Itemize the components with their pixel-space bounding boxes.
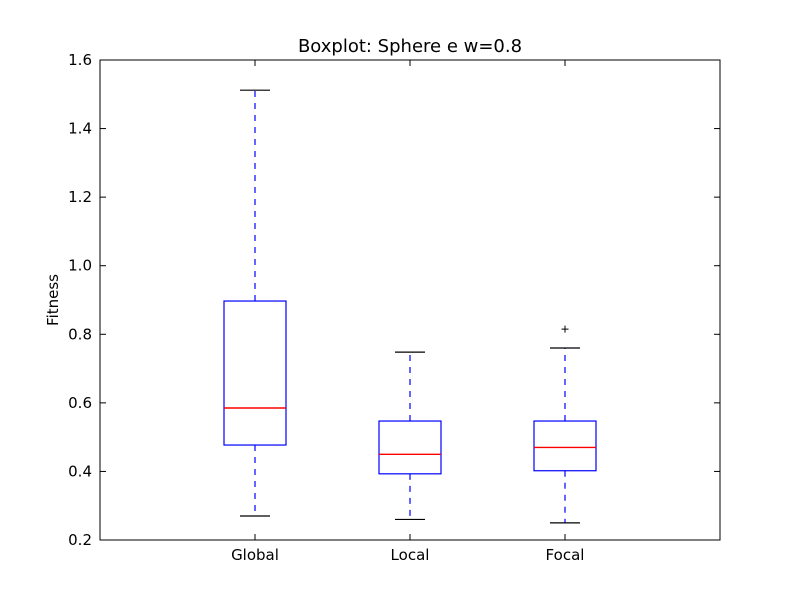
- y-tick-label: 1.6: [68, 51, 92, 69]
- plot-frame: [99, 59, 721, 541]
- y-axis-label: Fitness: [44, 274, 62, 326]
- y-tick-label: 1.4: [68, 120, 92, 138]
- y-tick-label: 1.0: [68, 257, 92, 275]
- box-global: [223, 300, 287, 446]
- outlier-point: [561, 325, 569, 333]
- chart-title: Boxplot: Sphere e w=0.8: [298, 36, 522, 57]
- y-tick-label: 0.6: [68, 394, 92, 412]
- y-tick-label: 1.2: [68, 188, 92, 206]
- x-tick-label: Global: [231, 546, 279, 564]
- x-tick-label: Focal: [546, 546, 585, 564]
- box-focal: [533, 420, 597, 472]
- y-tick-label: 0.2: [68, 531, 92, 549]
- plot-area: 0.2 0.4 0.6 0.8 1.0 1.2 1.4 1.6 Global Local Focal: [68, 51, 721, 564]
- box-local: [378, 420, 442, 475]
- x-tick-label: Local: [391, 546, 430, 564]
- y-tick-label: 0.8: [68, 325, 92, 343]
- y-tick-label: 0.4: [68, 462, 92, 480]
